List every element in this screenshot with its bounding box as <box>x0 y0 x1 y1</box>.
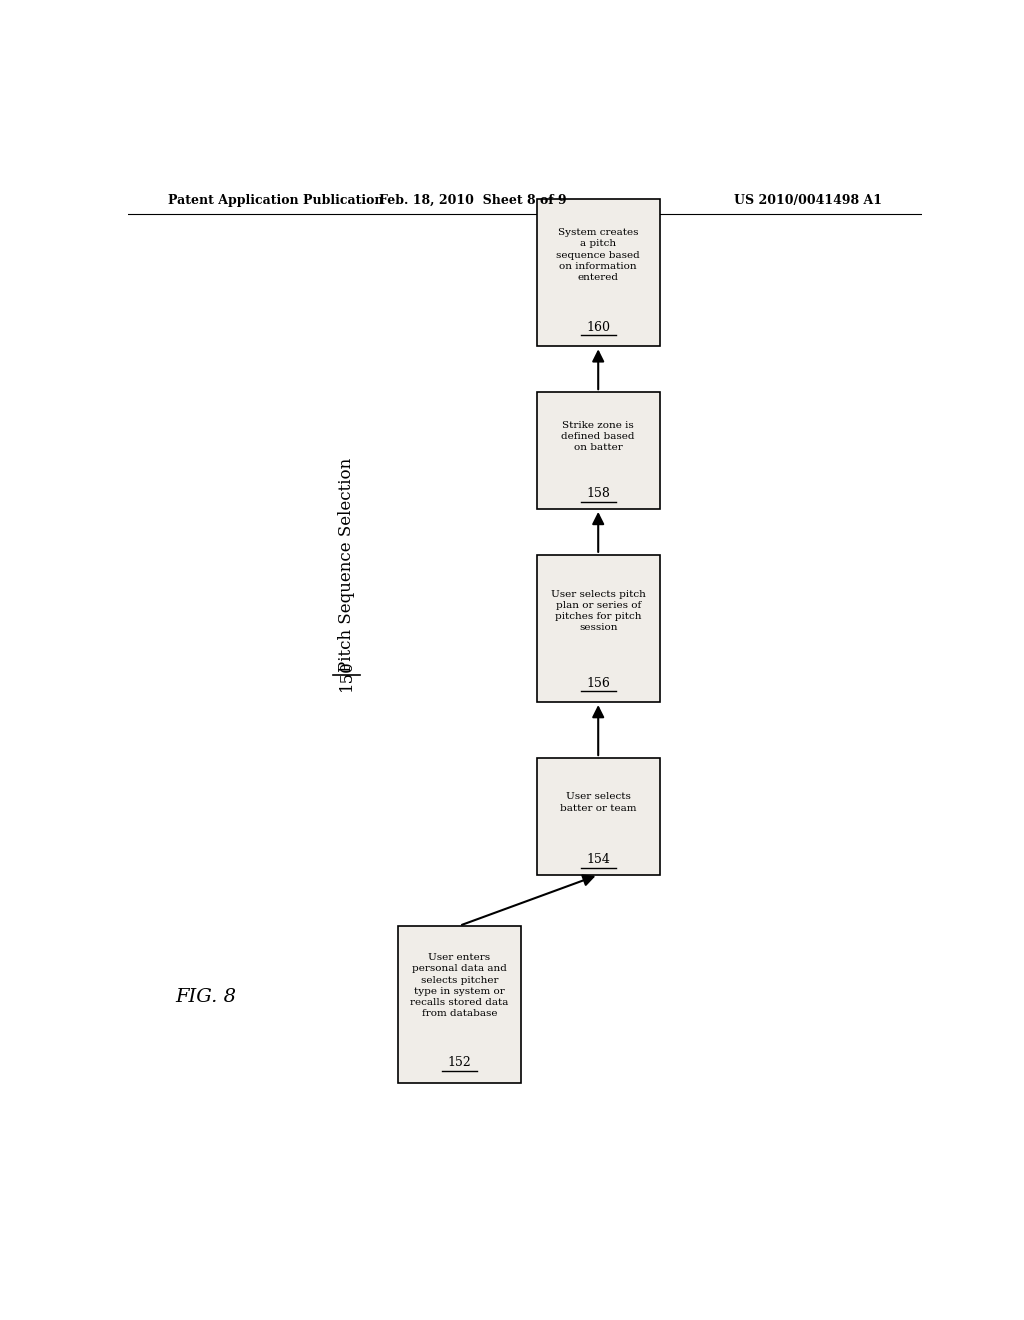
Text: Patent Application Publication: Patent Application Publication <box>168 194 383 207</box>
Text: User selects pitch
plan or series of
pitches for pitch
session: User selects pitch plan or series of pit… <box>551 590 646 632</box>
Text: User enters
personal data and
selects pitcher
type in system or
recalls stored d: User enters personal data and selects pi… <box>411 953 509 1018</box>
Text: User selects
batter or team: User selects batter or team <box>560 792 637 813</box>
Text: System creates
a pitch
sequence based
on information
entered: System creates a pitch sequence based on… <box>556 228 640 281</box>
Text: 150: 150 <box>338 659 354 690</box>
Text: 156: 156 <box>587 677 610 689</box>
Text: Strike zone is
defined based
on batter: Strike zone is defined based on batter <box>561 421 635 453</box>
Text: Pitch Sequence Selection: Pitch Sequence Selection <box>338 458 354 672</box>
FancyBboxPatch shape <box>537 554 659 702</box>
FancyBboxPatch shape <box>537 758 659 875</box>
Text: FIG. 8: FIG. 8 <box>176 987 237 1006</box>
Text: 154: 154 <box>587 853 610 866</box>
FancyBboxPatch shape <box>397 925 521 1084</box>
Text: Feb. 18, 2010  Sheet 8 of 9: Feb. 18, 2010 Sheet 8 of 9 <box>380 194 567 207</box>
FancyBboxPatch shape <box>537 199 659 346</box>
Text: 158: 158 <box>587 487 610 500</box>
Text: US 2010/0041498 A1: US 2010/0041498 A1 <box>734 194 882 207</box>
FancyBboxPatch shape <box>537 392 659 510</box>
Text: 152: 152 <box>447 1056 471 1069</box>
Text: 160: 160 <box>586 321 610 334</box>
